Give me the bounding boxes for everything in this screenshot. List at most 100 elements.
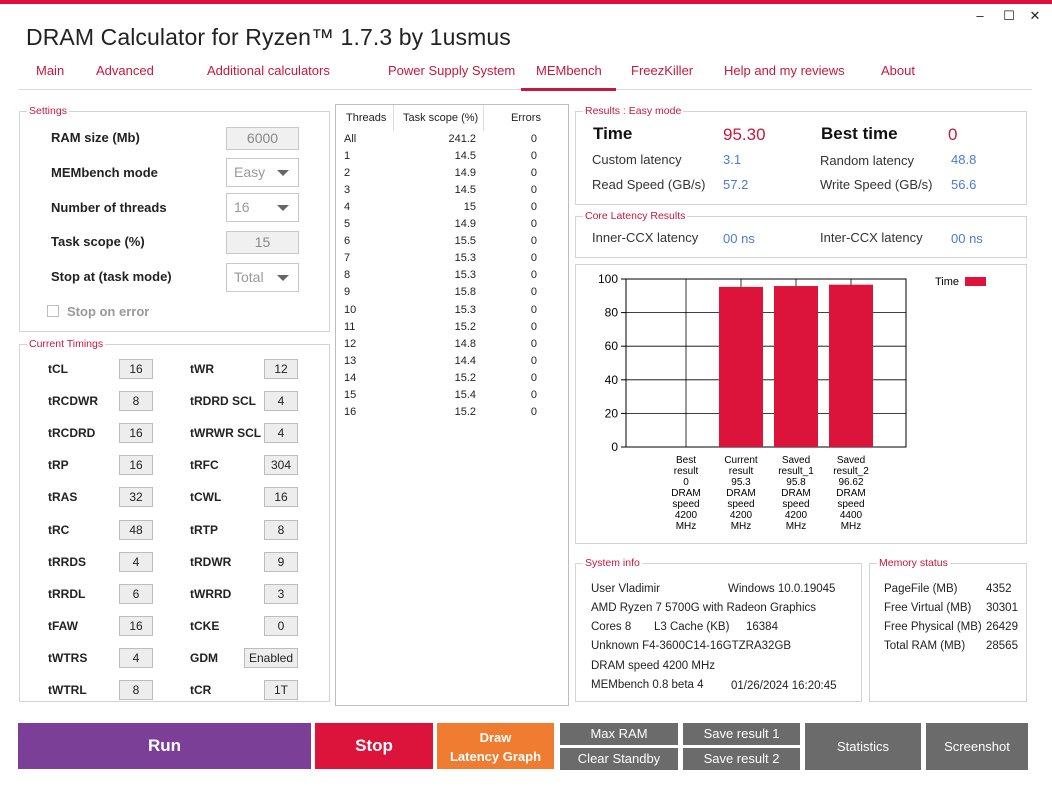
ram-size-field[interactable]: 6000 — [226, 127, 299, 150]
tab-additional-calculators[interactable]: Additional calculators — [207, 63, 330, 78]
x-category-label: DRAM — [726, 488, 755, 499]
x-category-label: speed — [672, 499, 699, 510]
best-time-value: 0 — [948, 125, 958, 144]
y-tick-label: 20 — [605, 406, 619, 420]
x-category-label: DRAM — [781, 488, 810, 499]
tab-main[interactable]: Main — [36, 63, 65, 78]
timings-title: Current Timings — [27, 338, 106, 350]
l3-cache-label: L3 Cache (KB) — [654, 621, 730, 633]
run-datetime: 01/26/2024 16:20:45 — [731, 680, 837, 692]
timing-label: tRDRD SCL — [190, 394, 256, 409]
stop-button[interactable]: Stop — [315, 723, 433, 769]
errors-value: 0 — [530, 184, 537, 197]
tab-about[interactable]: About — [881, 63, 915, 78]
time-chart: 020406080100Bestresult0DRAMspeed4200MHzC… — [598, 272, 986, 532]
x-category-label: 95.8 — [786, 477, 806, 488]
thread-id: 13 — [344, 354, 357, 367]
read-speed-label: Read Speed (GB/s) — [592, 177, 706, 192]
close-button[interactable]: ✕ — [1029, 8, 1041, 23]
timing-label: tWR — [190, 362, 214, 376]
maximize-button[interactable]: ☐ — [1003, 8, 1015, 23]
errors-value: 0 — [530, 303, 537, 316]
memory-status-value: 30301 — [986, 602, 1018, 614]
tab-advanced[interactable]: Advanced — [96, 63, 154, 78]
x-category-label: 95.3 — [731, 477, 751, 488]
thread-id: 5 — [344, 218, 351, 231]
screenshot-button[interactable]: Screenshot — [926, 723, 1028, 770]
clear-standby-button[interactable]: Clear Standby — [560, 748, 678, 770]
tab-freezkiller[interactable]: FreezKiller — [631, 63, 694, 78]
timing-value: 4 — [264, 423, 298, 444]
y-tick-label: 40 — [605, 373, 619, 387]
results-group: Results : Easy mode Time 95.30 Best time… — [575, 105, 1027, 205]
statistics-button[interactable]: Statistics — [805, 723, 921, 770]
task-scope-value: 15.8 — [454, 286, 476, 299]
timing-label: tRFC — [190, 458, 219, 473]
tab-membench[interactable]: MEMbench — [536, 63, 602, 78]
table-row: 11 15.2 0 — [336, 319, 568, 336]
errors-value: 0 — [530, 218, 537, 231]
ram-size-label: RAM size (Mb) — [51, 130, 140, 145]
stop-on-error-checkbox[interactable] — [47, 305, 59, 317]
timing-value: 304 — [264, 455, 298, 476]
cpu-name: AMD Ryzen 7 5700G with Radeon Graphics — [591, 602, 816, 614]
tab-help-and-reviews[interactable]: Help and my reviews — [724, 63, 845, 78]
thread-id: 16 — [344, 405, 357, 418]
settings-group: Settings RAM size (Mb) 6000 MEMbench mod… — [19, 105, 330, 332]
save-result-2-button[interactable]: Save result 2 — [683, 748, 800, 770]
x-category-label: Best — [676, 455, 696, 466]
max-ram-button[interactable]: Max RAM — [560, 723, 678, 745]
task-scope-value: 15 — [463, 201, 476, 214]
timings-group: Current Timings tCL 16 tRCDWR 8 tRCDRD 16 tRP 1… — [19, 338, 330, 702]
timing-label: tRCDRD — [48, 426, 96, 441]
timing-label: tRP — [48, 458, 69, 473]
custom-latency-value: 3.1 — [723, 152, 742, 167]
tab-power-supply-system[interactable]: Power Supply System — [388, 63, 516, 78]
membench-mode-select[interactable]: Easy — [226, 158, 299, 187]
timing-label: tCR — [190, 683, 212, 697]
write-speed-value: 56.6 — [951, 177, 977, 192]
timing-label: GDM — [190, 650, 218, 665]
thread-id: 12 — [344, 337, 357, 350]
timing-label: tRAS — [48, 490, 78, 505]
legend-label: Time — [935, 276, 959, 288]
read-speed-value: 57.2 — [723, 177, 749, 192]
threads-select[interactable]: 16 — [226, 193, 299, 222]
errors-value: 0 — [530, 252, 537, 265]
errors-value: 0 — [530, 201, 537, 214]
y-tick-label: 0 — [611, 440, 618, 454]
x-category-label: DRAM — [671, 488, 700, 499]
timing-value: 0 — [264, 615, 298, 636]
table-row: 14 15.2 0 — [336, 370, 568, 387]
errors-value: 0 — [530, 167, 537, 180]
task-scope-field[interactable]: 15 — [226, 231, 299, 254]
table-row: 5 14.9 0 — [336, 216, 568, 233]
stop-at-select[interactable]: Total — [226, 263, 299, 292]
run-button[interactable]: Run — [18, 723, 311, 769]
timing-label: tRTP — [190, 522, 218, 537]
chevron-down-icon — [277, 205, 289, 211]
timing-label: tCL — [48, 362, 68, 376]
draw-latency-graph-button[interactable]: Draw Latency Graph — [437, 723, 554, 769]
stop-on-error-label: Stop on error — [67, 304, 150, 319]
minimize-button[interactable]: – — [976, 8, 984, 23]
x-category-label: 4200 — [785, 510, 808, 521]
memory-status-label: Total RAM (MB) — [884, 640, 966, 652]
errors-value: 0 — [530, 320, 537, 333]
timing-label: tWTRL — [48, 683, 87, 697]
table-row: 3 14.5 0 — [336, 182, 568, 199]
x-category-label: Current — [724, 455, 758, 466]
core-latency-group: Core Latency Results Inner-CCX latency 0… — [575, 210, 1027, 258]
save-result-1-button[interactable]: Save result 1 — [683, 723, 800, 745]
custom-latency-label: Custom latency — [592, 152, 682, 167]
inter-ccx-label: Inter-CCX latency — [820, 230, 923, 245]
timing-value: 3 — [264, 583, 298, 604]
table-row: 7 15.3 0 — [336, 250, 568, 267]
thread-id: 4 — [344, 201, 351, 214]
l3-cache-value: 16384 — [746, 621, 778, 633]
timing-value: 16 — [264, 487, 298, 508]
stop-at-label: Stop at (task mode) — [51, 269, 172, 284]
threads-table: Threads Task scope (%) Errors All 241.2 0 1… — [335, 104, 569, 706]
x-category-label: MHz — [676, 521, 697, 532]
task-scope-value: 15.2 — [454, 405, 476, 418]
